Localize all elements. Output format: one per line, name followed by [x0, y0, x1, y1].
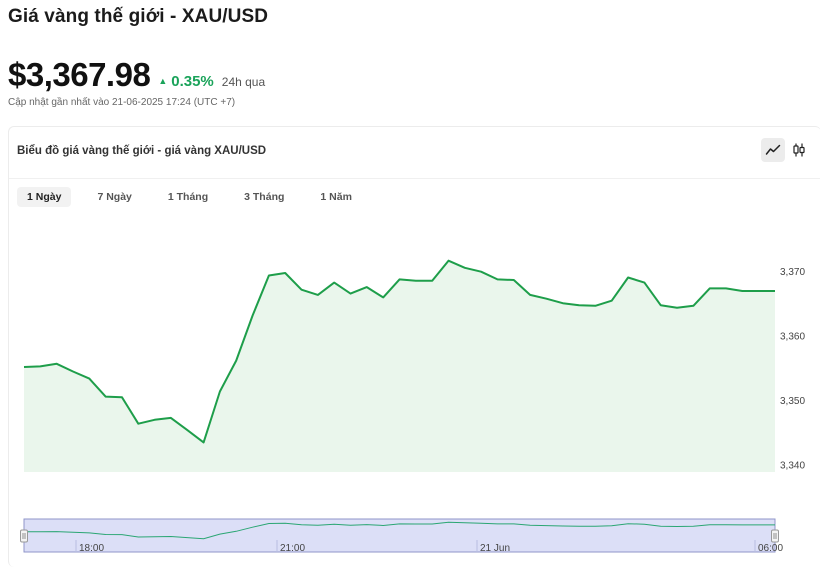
y-tick-label: 3,360 — [780, 332, 805, 343]
tab-1-thang[interactable]: 1 Tháng — [167, 191, 209, 203]
main-plot — [23, 259, 775, 472]
navigator-right-handle[interactable] — [771, 529, 779, 543]
navigator-label: 21 Jun — [480, 543, 510, 554]
price-area — [24, 260, 775, 472]
candlestick-icon — [793, 143, 805, 157]
change-percent: 0.35% — [171, 73, 214, 90]
chart-card: Biểu đồ giá vàng thế giới - giá vàng XAU… — [8, 126, 820, 567]
current-price: $3,367.98 — [8, 56, 151, 93]
chart-card-title: Biểu đồ giá vàng thế giới - giá vàng XAU… — [17, 145, 267, 157]
chart-view-toggle — [761, 138, 811, 162]
range-tabs: 1 Ngày 7 Ngày 1 Tháng 3 Tháng 1 Năm — [17, 187, 378, 207]
navigator[interactable]: 18:00 21:00 21 Jun 06:00 — [20, 518, 784, 554]
change-period: 24h qua — [221, 75, 266, 89]
y-axis: 3,340 3,350 3,360 3,370 — [780, 267, 805, 471]
tab-1-ngay[interactable]: 1 Ngày — [17, 187, 72, 207]
navigator-label: 21:00 — [280, 543, 305, 554]
price-summary: $3,367.98 ▲ 0.35% 24h qua — [8, 56, 265, 94]
navigator-left-handle[interactable] — [20, 529, 28, 543]
card-divider — [9, 178, 820, 179]
y-tick-label: 3,350 — [780, 396, 805, 407]
y-tick-label: 3,340 — [780, 460, 805, 471]
price-change: ▲ 0.35% — [158, 73, 213, 90]
tab-3-thang[interactable]: 3 Tháng — [244, 191, 285, 203]
navigator-label: 06:00 — [758, 543, 783, 554]
tab-7-ngay[interactable]: 7 Ngày — [97, 191, 132, 203]
tab-1-nam[interactable]: 1 Năm — [320, 191, 352, 203]
last-updated: Cập nhật gần nhất vào 21-06-2025 17:24 (… — [8, 97, 236, 108]
up-arrow-icon: ▲ — [158, 76, 168, 86]
page-title: Giá vàng thế giới - XAU/USD — [8, 6, 269, 27]
line-chart-button[interactable] — [761, 138, 785, 162]
price-line — [23, 259, 775, 444]
line-chart-icon — [765, 144, 781, 155]
navigator-series — [24, 521, 775, 540]
navigator-label: 18:00 — [79, 543, 104, 554]
candlestick-button[interactable] — [787, 138, 811, 162]
y-tick-label: 3,370 — [780, 267, 805, 278]
